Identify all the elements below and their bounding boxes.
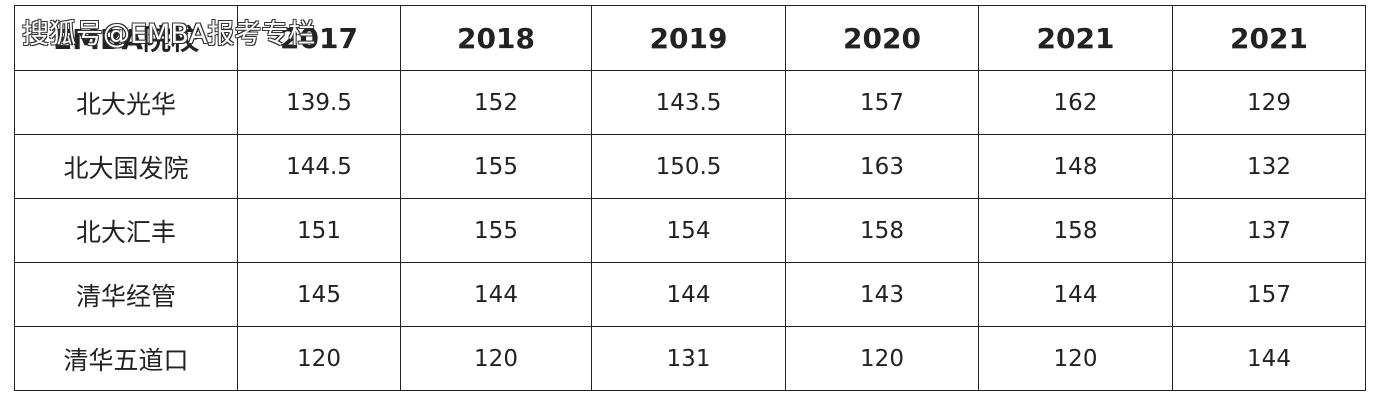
table-row: 北大汇丰 151 155 154 158 158 137 (14, 198, 1366, 263)
score-cell: 145 (237, 262, 401, 327)
score-cell: 158 (785, 198, 979, 263)
score-cell: 151 (237, 198, 401, 263)
header-cell: 2017 (237, 5, 401, 71)
score-cell: 144 (591, 262, 786, 327)
school-cell: 北大汇丰 (14, 198, 238, 263)
table-row: 清华五道口 120 120 131 120 120 144 (14, 326, 1366, 391)
score-cell: 143 (785, 262, 979, 327)
score-cell: 144.5 (237, 134, 401, 199)
score-cell: 162 (978, 70, 1173, 135)
score-cell: 157 (785, 70, 979, 135)
school-cell: 清华五道口 (14, 326, 238, 391)
score-cell: 137 (1172, 198, 1366, 263)
score-cell: 132 (1172, 134, 1366, 199)
score-cell: 155 (400, 198, 592, 263)
header-cell: 2019 (591, 5, 786, 71)
score-cell: 139.5 (237, 70, 401, 135)
score-cell: 154 (591, 198, 786, 263)
score-cell: 120 (237, 326, 401, 391)
header-cell: 2018 (400, 5, 592, 71)
score-cell: 144 (400, 262, 592, 327)
score-cell: 155 (400, 134, 592, 199)
score-cell: 148 (978, 134, 1173, 199)
header-cell: 2020 (785, 5, 979, 71)
score-cell: 150.5 (591, 134, 786, 199)
watermark: 搜狐号@EMBA报考专栏 (22, 19, 316, 50)
score-cell: 143.5 (591, 70, 786, 135)
score-cell: 144 (1172, 326, 1366, 391)
score-cell: 129 (1172, 70, 1366, 135)
table-row: 北大光华 139.5 152 143.5 157 162 129 (14, 70, 1366, 135)
table-row: 北大国发院 144.5 155 150.5 163 148 132 (14, 134, 1366, 199)
score-cell: 120 (400, 326, 592, 391)
score-cell: 157 (1172, 262, 1366, 327)
score-cell: 163 (785, 134, 979, 199)
score-cell: 152 (400, 70, 592, 135)
table-body: 北大光华 139.5 152 143.5 157 162 129 北大国发院 144.5 155 1… (14, 70, 1366, 391)
header-cell: 2021 (1172, 5, 1366, 71)
table-row: 清华经管 145 144 144 143 144 157 (14, 262, 1366, 327)
school-cell: 北大国发院 (14, 134, 238, 199)
score-cell: 120 (978, 326, 1173, 391)
header-cell: 2021 (978, 5, 1173, 71)
school-cell: 清华经管 (14, 262, 238, 327)
school-cell: 北大光华 (14, 70, 238, 135)
score-cell: 158 (978, 198, 1173, 263)
score-cell: 131 (591, 326, 786, 391)
data-table: EMBA院校 2017 2018 2019 2020 2021 2021 北大光华 139.5… (14, 5, 1366, 391)
score-cell: 120 (785, 326, 979, 391)
score-cell: 144 (978, 262, 1173, 327)
header-cell: EMBA院校 (14, 5, 238, 71)
